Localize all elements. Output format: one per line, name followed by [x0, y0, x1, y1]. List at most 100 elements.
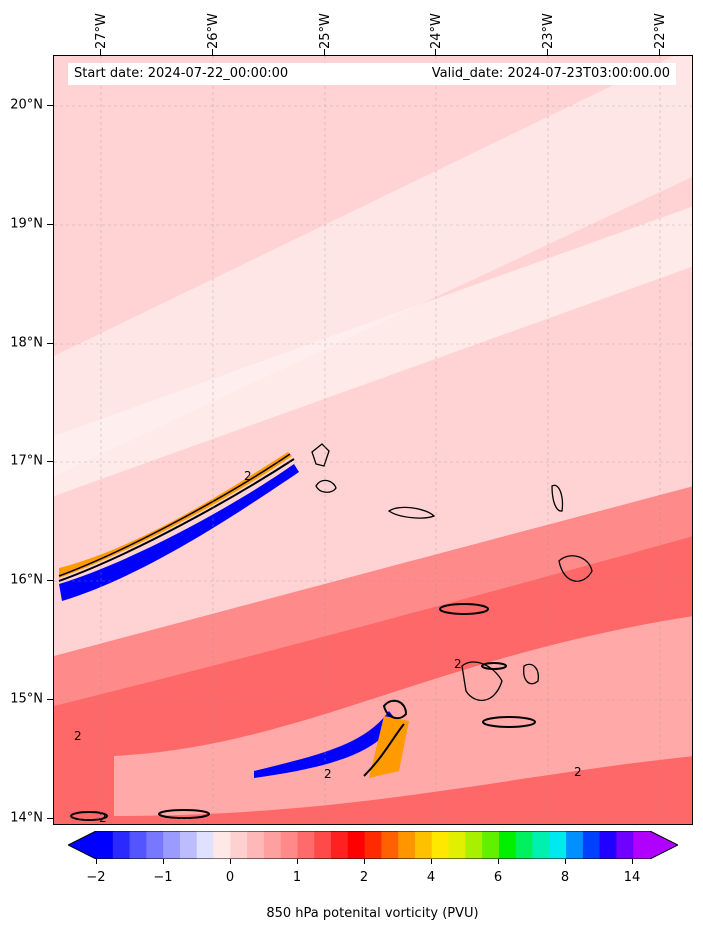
date-annotation: Start date: 2024-07-22_00:00:00 Valid_da… — [68, 63, 676, 85]
lat-label: 16°N — [10, 572, 43, 588]
colorbar-segment — [112, 831, 131, 859]
pv-contour — [158, 809, 210, 819]
island-coastline — [523, 663, 539, 685]
map-panel: 2 2 2 2 2 2 — [53, 55, 693, 825]
colorbar-tick — [565, 859, 566, 864]
colorbar-segment — [599, 831, 617, 859]
lat-label: 20°N — [10, 97, 43, 113]
contour-label: 2 — [324, 767, 332, 781]
pv-contour — [481, 662, 507, 670]
lat-tick — [47, 461, 53, 462]
lat-tick — [47, 105, 53, 106]
colorbar-segment — [96, 831, 114, 859]
light-band-2 — [54, 206, 692, 496]
lat-label: 17°N — [10, 453, 43, 469]
blue-wake-south — [254, 711, 397, 778]
lon-tick — [100, 49, 101, 55]
colorbar-tick-label: 4 — [426, 870, 436, 885]
colorbar-tick-label: 8 — [560, 870, 570, 885]
lon-tick — [324, 49, 325, 55]
colorbar-segment — [549, 831, 567, 859]
colorbar-segment — [398, 831, 416, 859]
colorbar-segment — [314, 831, 332, 859]
lat-label: 14°N — [10, 810, 43, 826]
island-coastline — [382, 699, 408, 720]
colorbar-segment — [616, 831, 634, 859]
contour-label: 2 — [74, 729, 82, 743]
pv-contour — [439, 603, 489, 615]
lon-label: 26°W — [206, 13, 221, 49]
island-coastline — [551, 484, 564, 512]
pv-contour — [58, 458, 295, 582]
colorbar-segment — [347, 831, 366, 859]
lon-label: 25°W — [318, 13, 333, 49]
orange-wake-north — [59, 452, 292, 578]
colorbar-segment — [482, 831, 500, 859]
lat-label: 15°N — [10, 691, 43, 707]
valid-date-label: Valid_date: 2024-07-23T03:00:00.00 — [431, 66, 670, 81]
blue-wake-north — [59, 464, 299, 601]
colorbar-tick — [364, 859, 365, 864]
colorbar-tick-label: 14 — [623, 870, 641, 885]
colorbar-tick-label: −1 — [153, 870, 173, 885]
island-coastline — [461, 661, 503, 701]
colorbar-segment — [465, 831, 483, 859]
colorbar-segment — [381, 831, 399, 859]
contour-label: 2 — [99, 811, 107, 825]
colorbar-tick — [431, 859, 432, 864]
colorbar-segment — [414, 831, 433, 859]
lon-tick — [435, 49, 436, 55]
colorbar-segment — [566, 831, 584, 859]
colorbar-segment — [331, 831, 349, 859]
colorbar-segment — [515, 831, 533, 859]
colorbar-segment — [431, 831, 450, 859]
colorbar-segment — [247, 831, 265, 859]
colorbar-segment — [129, 831, 147, 859]
colorbar-segment — [280, 831, 298, 859]
colorbar-tick-label: 2 — [359, 870, 369, 885]
colorbar-segment — [633, 831, 651, 859]
lon-label: 27°W — [94, 13, 109, 49]
colorbar-tick — [96, 859, 97, 864]
colorbar-tick — [230, 859, 231, 864]
light-band — [54, 56, 692, 476]
colorbar-segment — [532, 831, 550, 859]
colorbar-tick — [498, 859, 499, 864]
lon-tick — [212, 49, 213, 55]
colorbar-segment — [196, 831, 215, 859]
graticule — [54, 56, 692, 824]
colorbar-label: 850 hPa potenital vorticity (PVU) — [266, 906, 479, 921]
lat-label: 18°N — [10, 335, 43, 351]
lon-label: 22°W — [653, 13, 668, 49]
colorbar-tick — [297, 859, 298, 864]
colorbar-segment — [163, 831, 181, 859]
contour-label: 2 — [574, 765, 582, 779]
colorbar-segment — [448, 831, 466, 859]
colorbar-tick-label: −2 — [86, 870, 106, 885]
colorbar — [68, 831, 678, 859]
colorbar-segment — [230, 831, 248, 859]
island-coastline — [311, 443, 330, 467]
lon-tick — [547, 49, 548, 55]
contour-label: 2 — [454, 657, 462, 671]
colorbar-tick — [163, 859, 164, 864]
colorbar-segment — [582, 831, 601, 859]
pv-contour — [363, 723, 405, 777]
colorbar-tick — [632, 859, 633, 864]
colorbar-tick-label: 6 — [493, 870, 503, 885]
colorbar-tick-label: 1 — [292, 870, 302, 885]
lat-label: 19°N — [10, 216, 43, 232]
island-coastline — [387, 506, 436, 519]
colorbar-extend-min — [68, 831, 96, 859]
lon-label: 24°W — [429, 13, 444, 49]
colorbar-segment — [179, 831, 198, 859]
contour-label: 2 — [244, 469, 252, 483]
colorbar-tick-label: 0 — [225, 870, 235, 885]
start-date-label: Start date: 2024-07-22_00:00:00 — [74, 66, 289, 81]
colorbar-segment — [263, 831, 282, 859]
lat-tick — [47, 699, 53, 700]
pv-contour — [482, 716, 536, 728]
lat-tick — [47, 580, 53, 581]
lon-label: 23°W — [541, 13, 556, 49]
lat-tick — [47, 224, 53, 225]
